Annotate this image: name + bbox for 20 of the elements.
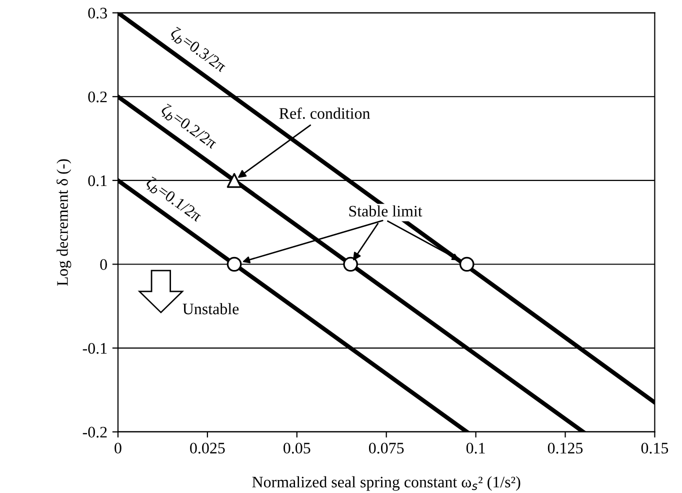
x-tick-label: 0 [114, 442, 122, 454]
x-tick-label: 0.05 [284, 442, 310, 454]
annotation: Stable limit [349, 205, 422, 217]
y-tick-label: -0.2 [82, 426, 107, 438]
y-tick-label: 0.2 [88, 92, 107, 102]
y-axis-title: Log decrement δ (-) [56, 159, 72, 286]
y-tick-label: 0.3 [88, 8, 107, 19]
y-tick-label: 0.1 [88, 175, 107, 186]
x-tick-label: 0.125 [548, 442, 583, 454]
text: ζ$_{b}$=0.3/2π [168, 26, 228, 75]
annotation: Ref. condition [279, 107, 370, 119]
x-tick-label: 0.025 [190, 442, 225, 454]
x-axis-title: Normalized seal spring constant ω$_{s}$² (1/s²) [252, 476, 520, 491]
x-tick-label: 0.075 [368, 442, 404, 454]
y-tick-label: 0 [100, 259, 107, 270]
x-tick-label: 0.1 [466, 442, 485, 454]
text: ζ$_{b}$=0.2/2π [159, 103, 218, 152]
x-tick-label: 0.15 [641, 442, 668, 454]
annotation: Unstable [182, 303, 239, 314]
y-tick-label: -0.1 [82, 342, 107, 354]
